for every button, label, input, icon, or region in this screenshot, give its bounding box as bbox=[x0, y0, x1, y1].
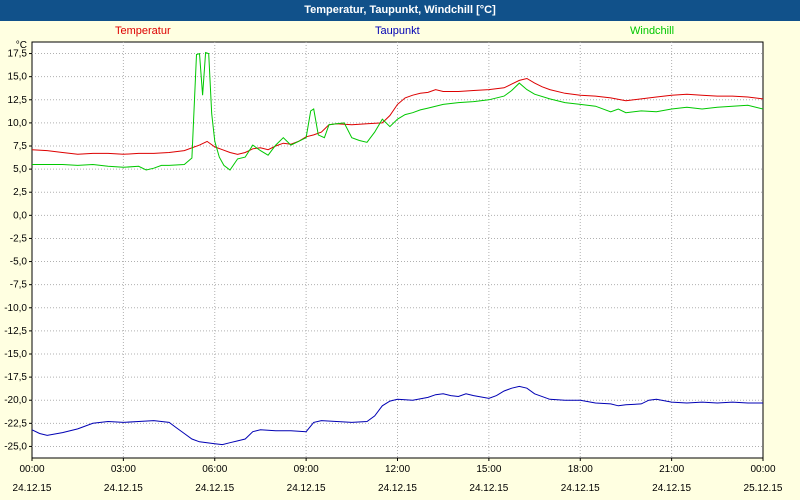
x-tick-date: 24.12.15 bbox=[104, 483, 143, 494]
y-tick-label: -7,5 bbox=[10, 280, 28, 291]
axis-labels: 17,5 15,0 12,5 10,0 7,5 5,0 2,5 0,0 -2,5 -5,0 -7,5… bbox=[4, 40, 783, 494]
series-line-windchill bbox=[32, 51, 764, 171]
y-tick-label: -22,5 bbox=[4, 418, 27, 429]
series-line-taupunkt bbox=[31, 385, 763, 446]
y-tick-label: -20,0 bbox=[4, 395, 27, 406]
y-tick-label: 12,5 bbox=[8, 95, 28, 106]
x-tick-date: 24.12.15 bbox=[561, 483, 600, 494]
x-tick-date: 25.12.15 bbox=[744, 483, 783, 494]
x-tick-time: 00:00 bbox=[19, 464, 44, 475]
y-tick-label: -10,0 bbox=[4, 303, 27, 314]
x-tick-time: 21:00 bbox=[659, 464, 684, 475]
x-tick-time: 12:00 bbox=[385, 464, 410, 475]
window-title: Temperatur, Taupunkt, Windchill [°C] bbox=[304, 4, 496, 16]
title-bar: Temperatur, Taupunkt, Windchill [°C] bbox=[0, 0, 800, 21]
x-tick-time: 06:00 bbox=[202, 464, 227, 475]
y-tick-label: 10,0 bbox=[8, 118, 28, 129]
y-tick-label: -5,0 bbox=[10, 257, 28, 268]
y-tick-label: 2,5 bbox=[13, 187, 27, 198]
legend-windchill: Windchill bbox=[630, 25, 675, 37]
x-tick-date: 24.12.15 bbox=[469, 483, 508, 494]
x-tick-date: 24.12.15 bbox=[195, 483, 234, 494]
legend-temperatur: Temperatur bbox=[115, 25, 171, 37]
y-tick-label: 7,5 bbox=[13, 141, 27, 152]
y-tick-label: 0,0 bbox=[13, 210, 27, 221]
gridlines bbox=[29, 42, 764, 461]
y-axis-unit: °C bbox=[16, 40, 27, 51]
series-line-temperatur bbox=[31, 77, 764, 155]
x-tick-time: 15:00 bbox=[476, 464, 501, 475]
x-tick-time: 18:00 bbox=[568, 464, 593, 475]
x-tick-date: 24.12.15 bbox=[287, 483, 326, 494]
x-tick-time: 00:00 bbox=[750, 464, 775, 475]
legend-taupunkt: Taupunkt bbox=[375, 25, 420, 37]
x-tick-date: 24.12.15 bbox=[378, 483, 417, 494]
chart-legend: Temperatur Taupunkt Windchill bbox=[0, 25, 800, 39]
y-tick-label: -25,0 bbox=[4, 441, 27, 452]
y-tick-label: -15,0 bbox=[4, 349, 27, 360]
y-tick-label: 5,0 bbox=[13, 164, 27, 175]
y-tick-label: 17,5 bbox=[8, 49, 28, 60]
x-tick-time: 03:00 bbox=[111, 464, 136, 475]
y-tick-label: -12,5 bbox=[4, 326, 27, 337]
y-tick-label: -17,5 bbox=[4, 372, 27, 383]
x-tick-time: 09:00 bbox=[294, 464, 319, 475]
x-tick-date: 24.12.15 bbox=[13, 483, 52, 494]
x-tick-date: 24.12.15 bbox=[652, 483, 691, 494]
y-tick-label: -2,5 bbox=[10, 233, 28, 244]
y-tick-label: 15,0 bbox=[8, 72, 28, 83]
